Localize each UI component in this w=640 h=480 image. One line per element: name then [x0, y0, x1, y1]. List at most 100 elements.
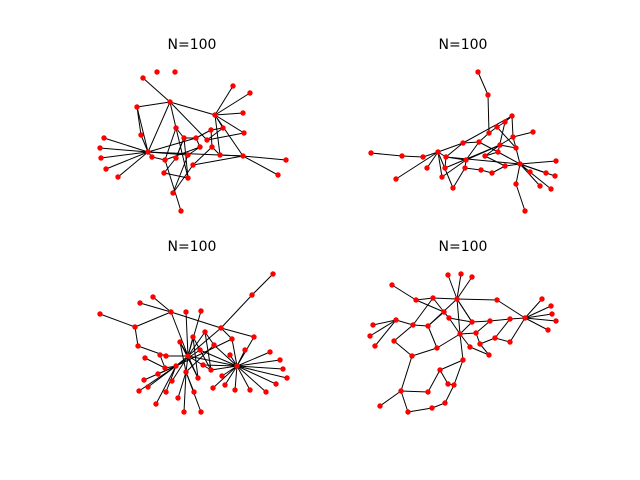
graph-node — [537, 183, 543, 189]
graph-node — [227, 352, 233, 358]
graph-edge — [117, 151, 149, 178]
graph-node — [163, 389, 169, 395]
graph-node — [398, 388, 404, 394]
graph-edge — [497, 151, 521, 165]
graph-edge — [519, 163, 541, 187]
edge-layer-top-left — [99, 77, 287, 212]
graph-edge — [172, 154, 189, 194]
graph-node — [183, 369, 189, 375]
graph-edge — [453, 359, 464, 386]
graph-node — [522, 208, 528, 214]
graph-node — [410, 322, 416, 328]
graph-edge — [395, 151, 439, 180]
graph-edge — [242, 155, 287, 161]
graph-edge — [192, 146, 213, 166]
graph-node — [522, 315, 528, 321]
graph-node — [280, 366, 286, 372]
graph-edge — [401, 155, 424, 158]
graph-node — [150, 294, 156, 300]
graph-edge — [164, 127, 177, 161]
graph-node — [190, 334, 196, 340]
graph-node — [458, 271, 464, 277]
graph-edge — [432, 297, 458, 300]
graph-node — [172, 69, 178, 75]
graph-node — [219, 373, 225, 379]
graph-edge — [187, 355, 238, 367]
graph-node — [494, 124, 500, 130]
graph-node — [393, 176, 399, 182]
graph-node — [155, 371, 161, 377]
graph-node — [367, 333, 373, 339]
graph-node — [190, 162, 196, 168]
graph-edge — [400, 355, 413, 392]
graph-edge — [236, 365, 284, 370]
graph-edge — [164, 159, 182, 212]
graph-edge — [445, 156, 521, 165]
graph-edge — [99, 147, 149, 153]
graph-edge — [195, 129, 212, 139]
graph-edge — [519, 160, 557, 165]
graph-edge — [214, 114, 221, 156]
graph-node — [435, 149, 441, 155]
panel-top-right: N=100 — [368, 37, 559, 214]
graph-node — [502, 163, 508, 169]
graph-node — [232, 387, 238, 393]
graph-edge — [134, 311, 172, 328]
graph-node — [463, 157, 469, 163]
graph-node — [445, 381, 451, 387]
graph-node — [469, 319, 475, 325]
graph-node — [145, 384, 151, 390]
graph-node — [434, 345, 440, 351]
graph-node — [103, 166, 109, 172]
graph-edge — [192, 336, 199, 379]
graph-node — [430, 295, 436, 301]
graph-edge — [512, 131, 534, 138]
graph-node — [413, 297, 419, 303]
graph-node — [154, 69, 160, 75]
graph-node — [249, 292, 255, 298]
graph-edge — [524, 298, 543, 319]
graph-node — [273, 381, 279, 387]
graph-edge — [147, 137, 197, 153]
graph-edge — [139, 302, 172, 313]
graph-edge — [179, 341, 187, 373]
graph-edge — [415, 299, 445, 313]
graph-node — [495, 149, 501, 155]
graph-node — [229, 336, 235, 342]
graph-node — [527, 169, 533, 175]
node-layer-top-left — [97, 69, 289, 214]
graph-node — [97, 145, 103, 151]
graph-node — [185, 353, 191, 359]
graph-edge — [415, 297, 434, 301]
graph-node — [425, 323, 431, 329]
graph-node — [489, 170, 495, 176]
graph-node — [145, 149, 151, 155]
graph-edge — [169, 101, 177, 129]
graph-edge — [444, 384, 455, 404]
graph-node — [475, 69, 481, 75]
graph-node — [210, 385, 216, 391]
graph-node — [136, 388, 142, 394]
graph-edge — [231, 338, 238, 367]
graph-edge — [477, 71, 489, 96]
graph-node — [442, 165, 448, 171]
graph-edge — [171, 355, 189, 382]
graph-node — [267, 349, 273, 355]
graph-node — [181, 135, 187, 141]
graph-edge — [172, 164, 194, 194]
graph-node — [545, 327, 551, 333]
graph-node — [137, 300, 143, 306]
graph-node — [476, 139, 482, 145]
graph-node — [208, 127, 214, 133]
graph-edge — [524, 313, 553, 319]
graph-node — [247, 90, 253, 96]
graph-edge — [251, 273, 274, 296]
graph-edge — [236, 365, 251, 391]
graph-node — [552, 173, 558, 179]
graph-edge — [427, 369, 441, 393]
graph-node — [195, 375, 201, 381]
graph-node — [420, 154, 426, 160]
graph-node — [212, 112, 218, 118]
graph-node — [482, 153, 488, 159]
graph-edge — [138, 365, 177, 392]
